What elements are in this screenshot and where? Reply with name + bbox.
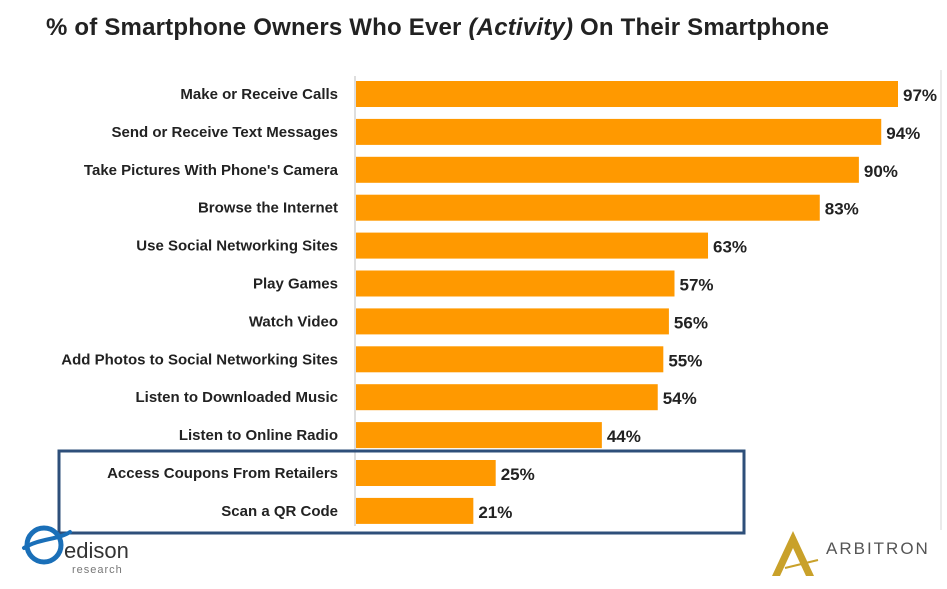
- edison-logo-sub: research: [72, 564, 123, 576]
- data-label: 94%: [886, 124, 920, 143]
- bar: [356, 460, 496, 486]
- bar: [356, 422, 602, 449]
- category-label: Use Social Networking Sites: [136, 238, 338, 255]
- category-label: Take Pictures With Phone's Camera: [84, 162, 339, 179]
- title-emphasis: (Activity): [468, 14, 574, 41]
- category-label: Browse the Internet: [198, 200, 338, 217]
- category-label: Make or Receive Calls: [180, 86, 338, 103]
- category-label: Add Photos to Social Networking Sites: [61, 351, 338, 368]
- data-label: 54%: [663, 389, 697, 408]
- data-label: 57%: [679, 276, 713, 295]
- edison-logo-swoosh: [22, 530, 72, 550]
- bar: [356, 194, 820, 221]
- chart-title: % of Smartphone Owners Who Ever (Activit…: [46, 14, 829, 42]
- arbitron-logo: ARBITRON: [772, 531, 930, 576]
- bar: [356, 81, 898, 107]
- bar: [356, 232, 709, 259]
- data-label: 90%: [864, 162, 898, 181]
- category-label: Listen to Downloaded Music: [135, 389, 338, 406]
- data-label: 21%: [478, 503, 512, 522]
- data-label: 56%: [674, 313, 708, 332]
- title-prefix: % of Smartphone Owners Who Ever: [46, 14, 469, 41]
- bar: [356, 384, 658, 411]
- data-label: 25%: [501, 465, 535, 484]
- data-label: 44%: [607, 427, 641, 446]
- arbitron-logo-name: ARBITRON: [826, 539, 930, 558]
- arbitron-logo-slash: [784, 559, 819, 569]
- category-label: Send or Receive Text Messages: [112, 124, 339, 141]
- highlight-box: [57, 449, 746, 535]
- bar: [356, 270, 675, 297]
- data-label: 83%: [825, 200, 859, 219]
- data-label: 55%: [668, 351, 702, 370]
- bar: [356, 346, 664, 373]
- data-label: 63%: [713, 238, 747, 257]
- edison-logo-name: edison: [64, 538, 129, 563]
- category-label: Watch Video: [249, 313, 338, 330]
- bars-layer: Make or Receive Calls 97% Send or Receive …: [61, 81, 937, 524]
- category-label: Access Coupons From Retailers: [107, 465, 338, 482]
- category-label: Scan a QR Code: [221, 503, 338, 520]
- title-suffix: On Their Smartphone: [573, 14, 830, 41]
- bar: [356, 156, 859, 183]
- bar: [356, 308, 669, 335]
- bar: [356, 118, 882, 145]
- arbitron-logo-mark: [772, 531, 814, 576]
- bar: [356, 497, 474, 524]
- edison-logo: edison research: [22, 525, 129, 576]
- category-label: Listen to Online Radio: [179, 427, 338, 444]
- data-label: 97%: [903, 86, 937, 105]
- category-label: Play Games: [253, 276, 338, 293]
